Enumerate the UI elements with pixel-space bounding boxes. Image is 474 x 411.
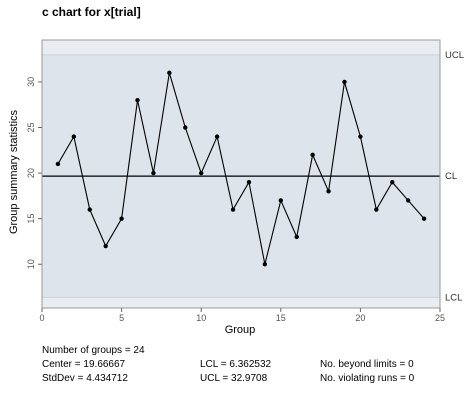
data-point (230, 207, 236, 212)
data-point (326, 189, 331, 194)
stat-ucl: UCL = 32.9708 (200, 373, 268, 384)
data-point (374, 207, 379, 212)
data-point (294, 234, 299, 240)
stat-lcl: LCL = 6.362532 (200, 359, 272, 370)
x-tick-label: 20 (355, 313, 365, 323)
data-point (119, 216, 124, 221)
y-tick-label: 25 (26, 123, 36, 133)
y-tick-label: 30 (26, 77, 36, 87)
stat-beyond-limits: No. beyond limits = 0 (320, 359, 414, 370)
data-point (183, 125, 188, 130)
data-point (199, 170, 204, 176)
data-point (246, 180, 252, 185)
x-axis-title: Group (225, 324, 256, 336)
data-point (214, 134, 220, 139)
data-point (358, 134, 363, 139)
data-point (278, 198, 283, 203)
data-point (103, 243, 108, 249)
x-tick-label: 5 (119, 313, 124, 323)
y-tick-label: 10 (26, 259, 36, 269)
data-point (342, 79, 347, 85)
data-point (390, 180, 395, 185)
y-tick-label: 15 (26, 214, 36, 224)
data-point (421, 216, 427, 221)
data-point (310, 152, 315, 158)
x-tick-label: 25 (435, 313, 445, 323)
data-point (71, 134, 77, 139)
ucl-label: UCL (445, 50, 464, 61)
x-tick-label: 15 (276, 313, 286, 323)
stat-number-of-groups: Number of groups = 24 (42, 345, 145, 356)
data-points (55, 70, 427, 267)
stat-stddev: StdDev = 4.434712 (42, 373, 128, 384)
y-axis: 10 15 20 25 30 (26, 77, 42, 269)
chart-title: c chart for x[trial] (42, 5, 141, 19)
data-point (167, 70, 172, 76)
x-tick-label: 10 (196, 313, 206, 323)
data-point (135, 97, 140, 103)
y-tick-label: 20 (26, 168, 36, 178)
plot-border (41, 39, 441, 309)
cl-label: CL (445, 171, 457, 182)
y-axis-title: Group summary statistics (8, 109, 20, 234)
x-axis: 0 5 10 15 20 25 (39, 308, 445, 323)
data-point (87, 207, 92, 212)
lcl-label: LCL (445, 292, 462, 303)
data-point (262, 262, 268, 267)
x-tick-label: 0 (39, 313, 44, 323)
series-line (57, 72, 425, 265)
data-point (151, 170, 156, 176)
data-point (405, 198, 411, 203)
stat-violating-runs: No. violating runs = 0 (320, 373, 415, 384)
data-point (55, 161, 61, 167)
stat-center: Center = 19.66667 (42, 359, 126, 370)
